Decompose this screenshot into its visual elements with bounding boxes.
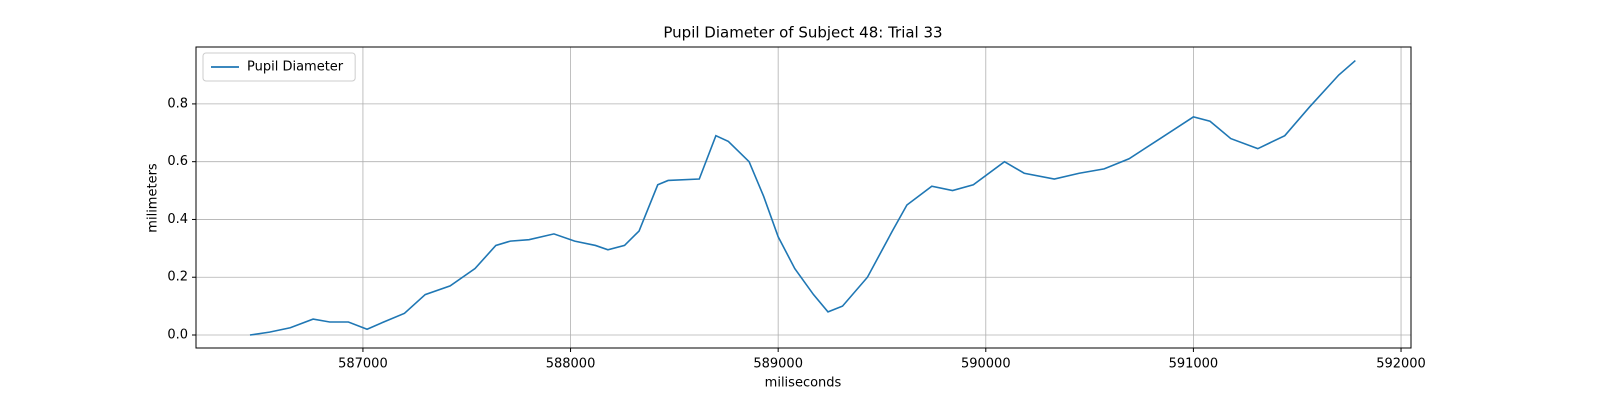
- y-tick-label: 0.0: [167, 328, 188, 343]
- y-tick-label: 0.2: [167, 270, 188, 285]
- legend-label: Pupil Diameter: [247, 60, 344, 75]
- x-tick-label: 590000: [961, 357, 1011, 372]
- data-line: [249, 59, 1356, 336]
- y-axis-label: milimeters: [146, 163, 161, 233]
- axes-frame: [195, 46, 1412, 349]
- legend-box: [202, 52, 356, 82]
- x-tick-label: 588000: [546, 357, 596, 372]
- x-tick-label: 591000: [1169, 357, 1219, 372]
- x-tick-label: 589000: [753, 357, 803, 372]
- x-tick-label: 587000: [338, 357, 388, 372]
- x-axis-label: miliseconds: [765, 376, 842, 391]
- x-tick-label: 592000: [1376, 357, 1426, 372]
- chart-title: Pupil Diameter of Subject 48: Trial 33: [663, 24, 942, 42]
- legend: Pupil Diameter: [202, 52, 356, 82]
- y-tick-label: 0.6: [167, 154, 188, 169]
- y-tick-label: 0.4: [167, 212, 188, 227]
- y-tick-label: 0.8: [167, 96, 188, 111]
